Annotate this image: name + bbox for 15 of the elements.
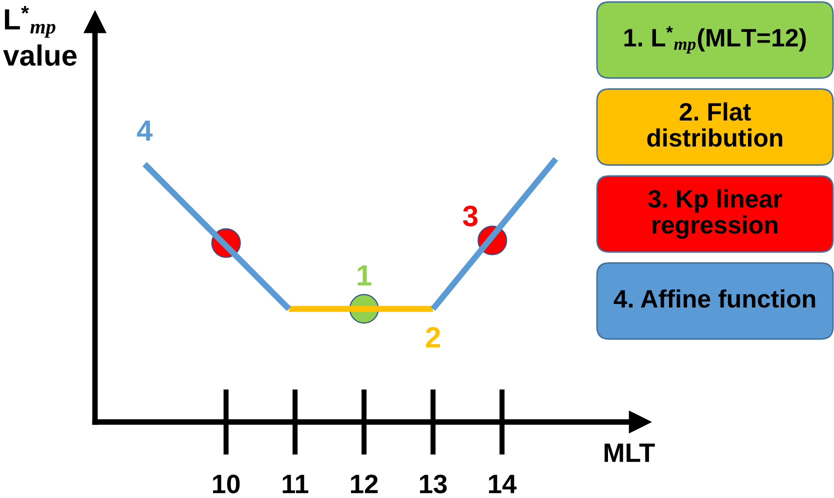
x-tick-label: 13 xyxy=(420,474,447,494)
text: 3. Kp linear regression xyxy=(648,189,782,239)
x-tick-label: 10 xyxy=(213,474,240,494)
annotation: 2 xyxy=(426,327,440,348)
x-tick-label: 14 xyxy=(489,474,517,494)
y-axis-title: L$^{*}$$_{mp}$ value xyxy=(3,6,77,66)
x-tick-label: 12 xyxy=(351,474,378,494)
text: 4. Affine function xyxy=(614,289,816,308)
x-tick-label: 11 xyxy=(282,474,308,494)
text: 2. Flat distribution xyxy=(647,102,782,147)
x-axis-title: MLT xyxy=(604,444,655,462)
text: 1. L$^{*}$$_{mp}$(MLT=12) xyxy=(624,26,806,54)
annotation: 3 xyxy=(463,206,478,226)
annotation: 1 xyxy=(358,265,372,286)
annotation: 4 xyxy=(137,120,153,141)
